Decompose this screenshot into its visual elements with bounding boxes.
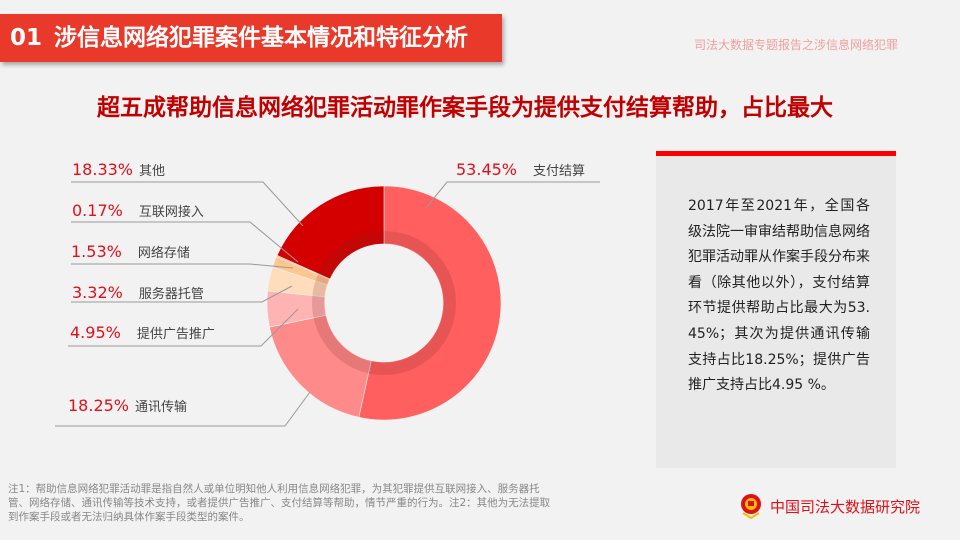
leader-line-4 [71,263,294,269]
summary-panel: 2017年至2021年，全国各级法院一审审结帮助信息网络犯罪活动罪从作案手段分布… [656,151,896,468]
pct-label: 53.45% [456,160,518,179]
label-communication: 18.25% 通讯传输 [68,396,187,415]
leader-line-3 [71,285,293,303]
pct-label: 1.53% [71,242,122,261]
series-title: 司法大数据专题报告之涉信息网络犯罪 [693,38,898,52]
national-emblem-icon [741,494,761,519]
category-label: 支付结算 [533,164,586,179]
pct-label: 4.95% [70,323,121,342]
category-label: 网络存储 [137,246,190,261]
category-label: 其他 [139,164,166,179]
footer-logo: 中国司法大数据研究院 [740,493,920,519]
label-storage: 1.53% 网络存储 [71,242,190,261]
pct-label: 18.33% [72,160,134,179]
headline: 超五成帮助信息网络犯罪活动罪作案手段为提供支付结算帮助，占比最大 [97,95,833,121]
label-other: 18.33% 其他 [72,160,165,179]
section-title: 涉信息网络犯罪案件基本情况和特征分析 [54,25,469,51]
summary-text: 2017年至2021年，全国各级法院一审审结帮助信息网络犯罪活动罪从作案手段分布… [688,198,870,394]
org-name: 中国司法大数据研究院 [770,497,921,516]
leader-line-2 [68,308,299,347]
category-label: 通讯传输 [135,400,188,415]
leader-line-1 [55,391,311,427]
pct-label: 3.32% [72,283,123,302]
category-label: 提供广告推广 [136,327,215,342]
label-advertising: 4.95% 提供广告推广 [70,323,215,342]
donut-hole [325,244,443,362]
category-label: 互联网接入 [138,205,204,220]
leader-line-0 [425,181,600,209]
pct-label: 0.17% [72,201,123,220]
inner-shadow-ring [312,231,456,375]
label-server: 3.32% 服务器托管 [72,283,204,302]
leader-line-5 [71,221,299,263]
leader-line-6 [71,181,304,227]
category-label: 服务器托管 [138,287,204,302]
label-internet-access: 0.17% 互联网接入 [72,201,204,220]
pct-label: 18.25% [68,396,130,415]
footnote: 注1：帮助信息网络犯罪活动罪是指自然人或单位明知他人利用信息网络犯罪，为其犯罪提… [8,483,551,523]
section-banner: 01 涉信息网络犯罪案件基本情况和特征分析 [0,14,502,62]
section-number: 01 [10,25,43,51]
label-payment: 53.45% 支付结算 [456,160,585,179]
